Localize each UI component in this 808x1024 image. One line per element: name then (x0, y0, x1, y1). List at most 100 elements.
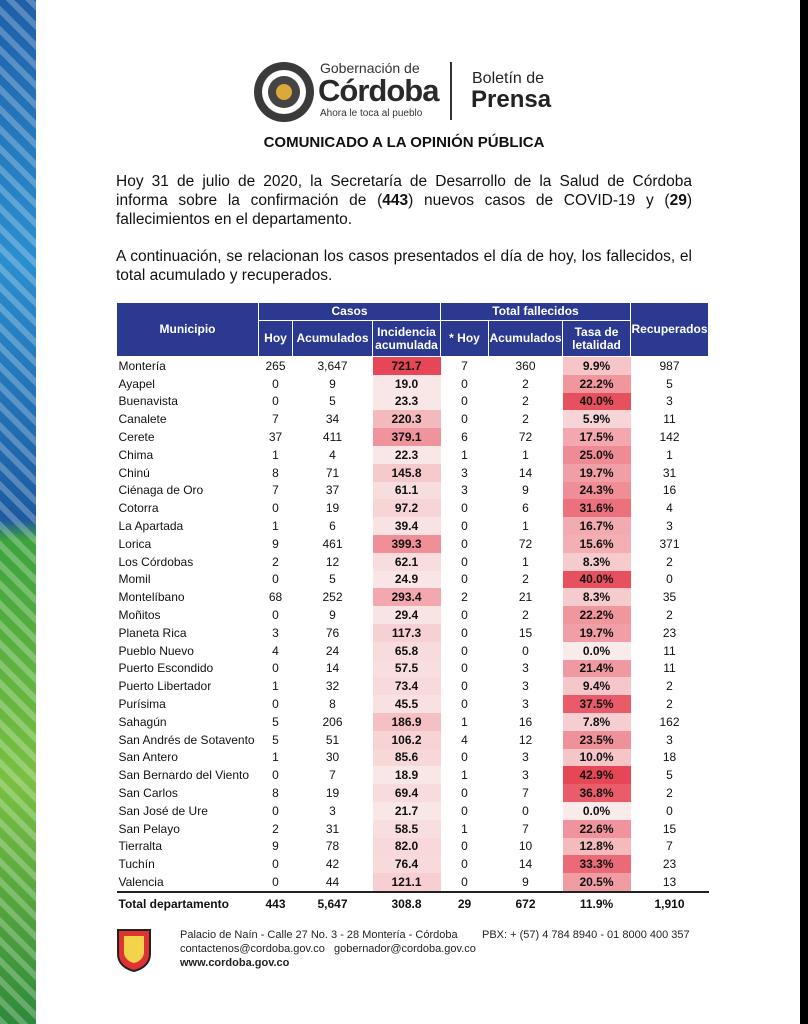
data-cell: 461 (322, 536, 343, 551)
table-row: Canalete 7 34 220.3 0 2 5.9% 11 (117, 410, 709, 429)
municipio-cell: Cotorra (118, 501, 159, 516)
data-cell: 360 (515, 358, 536, 373)
table-row: Cotorra 0 19 97.2 0 6 31.6% 4 (117, 499, 709, 518)
data-cell: 16 (662, 483, 677, 498)
data-cell: 78 (325, 839, 340, 854)
data-cell: 0.0% (562, 641, 631, 660)
data-cell: 121.1 (372, 873, 441, 892)
data-cell: 7 (461, 358, 468, 373)
data-cell: 15 (662, 821, 677, 836)
org-line1: Gobernación de (320, 60, 420, 76)
table-row: Sahagún 5 206 186.9 1 16 7.8% 162 (117, 712, 709, 731)
data-cell: 22.2% (562, 374, 631, 393)
data-cell: 9 (329, 376, 336, 391)
total-cell: 5,647 (292, 890, 373, 915)
data-cell: 0 (461, 625, 468, 640)
data-cell: 1 (272, 750, 279, 765)
data-cell: 3 (461, 465, 468, 480)
table-row: Tuchín 0 42 76.4 0 14 33.3% 23 (117, 855, 709, 874)
intro-text: ) fallecimientos en el departamento. (116, 192, 692, 228)
data-cell: 220.3 (372, 410, 441, 429)
data-cell: 0 (272, 501, 279, 516)
data-cell: 22.3 (372, 445, 441, 464)
address: Palacio de Naín - Calle 27 No. 3 - 28 Mo… (180, 929, 458, 941)
data-cell: 0 (461, 786, 468, 801)
data-cell: 106.2 (372, 730, 441, 749)
data-cell: 1 (666, 447, 673, 462)
data-cell: 2 (522, 376, 529, 391)
data-cell: 33.3% (562, 855, 631, 874)
data-cell: 2 (666, 679, 673, 694)
cases: 443 (382, 192, 409, 209)
table-row: Cerete 37 411 379.1 6 72 17.5% 142 (117, 428, 709, 446)
data-cell: 69.4 (372, 784, 441, 802)
data-cell: 21.7 (372, 801, 441, 820)
total-cell: 672 (488, 890, 563, 915)
header-cell: Recuperados (630, 302, 709, 357)
table-row: San Pelayo 2 31 58.5 1 7 22.6% 15 (117, 819, 709, 838)
table-row: San José de Ure 0 3 21.7 0 0 0.0% 0 (117, 801, 709, 820)
data-cell: 9 (329, 608, 336, 623)
municipio-cell: Los Córdobas (118, 554, 194, 569)
data-cell: 0 (272, 572, 279, 587)
data-cell: 51 (325, 732, 340, 747)
data-cell: 17.5% (562, 428, 631, 446)
data-cell: 23 (662, 625, 677, 640)
data-cell: 0 (272, 376, 279, 391)
data-cell: 21.4% (562, 659, 631, 678)
data-cell: 19 (325, 501, 340, 516)
data-cell: 10 (518, 839, 533, 854)
data-cell: 1 (461, 768, 468, 783)
municipio-cell: Pueblo Nuevo (118, 643, 194, 658)
municipio-cell: San Carlos (118, 786, 178, 801)
data-cell: 0 (461, 679, 468, 694)
data-cell: 25.0% (562, 445, 631, 464)
data-cell: 0 (461, 412, 468, 427)
data-cell: 9 (522, 483, 529, 498)
data-cell: 6 (461, 430, 468, 445)
data-cell: 76.4 (372, 855, 441, 874)
data-cell: 252 (322, 590, 343, 605)
phone: PBX: + (57) 4 784 8940 - 01 8000 400 357 (482, 929, 690, 941)
data-cell: 162 (659, 714, 680, 729)
data-cell: 11 (663, 412, 676, 427)
data-cell: 1 (522, 519, 529, 534)
data-cell: 45.5 (372, 695, 441, 713)
data-cell: 0 (272, 803, 279, 818)
table-row: Ciénaga de Oro 7 37 61.1 3 9 24.3% 16 (117, 481, 709, 500)
data-cell: 0 (461, 572, 468, 587)
table-row: Montería 265 3,647 721.7 7 360 9.9% 987 (117, 356, 709, 375)
data-cell: 0 (461, 608, 468, 623)
title: COMUNICADO A LA OPINIÓN PÚBLICA (263, 134, 545, 151)
data-cell: 85.6 (372, 748, 441, 767)
data-cell: 65.8 (372, 641, 441, 660)
data-cell: 12 (518, 732, 533, 747)
data-cell: 3 (329, 803, 336, 818)
table-row: La Apartada 1 6 39.4 0 1 16.7% 3 (117, 517, 709, 535)
covid-table: Municipio Casos Total fallecidos Recuperado… (116, 302, 709, 915)
data-cell: 19 (325, 786, 340, 801)
table-row: Los Córdobas 2 12 62.1 0 1 8.3% 2 (117, 552, 709, 571)
data-cell: 8.3% (562, 588, 631, 607)
table-row: Puerto Escondido 0 14 57.5 0 3 21.4% 11 (117, 659, 709, 678)
data-cell: 0 (522, 643, 529, 658)
table-row: San Carlos 8 19 69.4 0 7 36.8% 2 (117, 784, 709, 802)
header-cell: Hoy (258, 320, 293, 357)
table-row: Buenavista 0 5 23.3 0 2 40.0% 3 (117, 392, 709, 411)
logo-emblem (254, 62, 314, 122)
data-cell: 3 (666, 394, 673, 409)
table-row: San Antero 1 30 85.6 0 3 10.0% 18 (117, 748, 709, 767)
municipio-cell: Ayapel (118, 376, 155, 391)
header-cell: Total fallecidos (440, 302, 631, 321)
data-cell: 18.9 (372, 766, 441, 785)
data-cell: 14 (325, 661, 340, 676)
data-cell: 4 (666, 501, 673, 516)
data-cell: 14 (518, 465, 533, 480)
data-cell: 73.4 (372, 677, 441, 696)
total-cell: Total departamento (116, 890, 259, 915)
data-cell: 0 (272, 697, 279, 712)
table-row: San Andrés de Sotavento 5 51 106.2 4 12 23.5% 3 (117, 730, 709, 749)
data-cell: 8 (272, 465, 279, 480)
data-cell: 3 (461, 483, 468, 498)
header-cell: Municipio (116, 302, 259, 357)
